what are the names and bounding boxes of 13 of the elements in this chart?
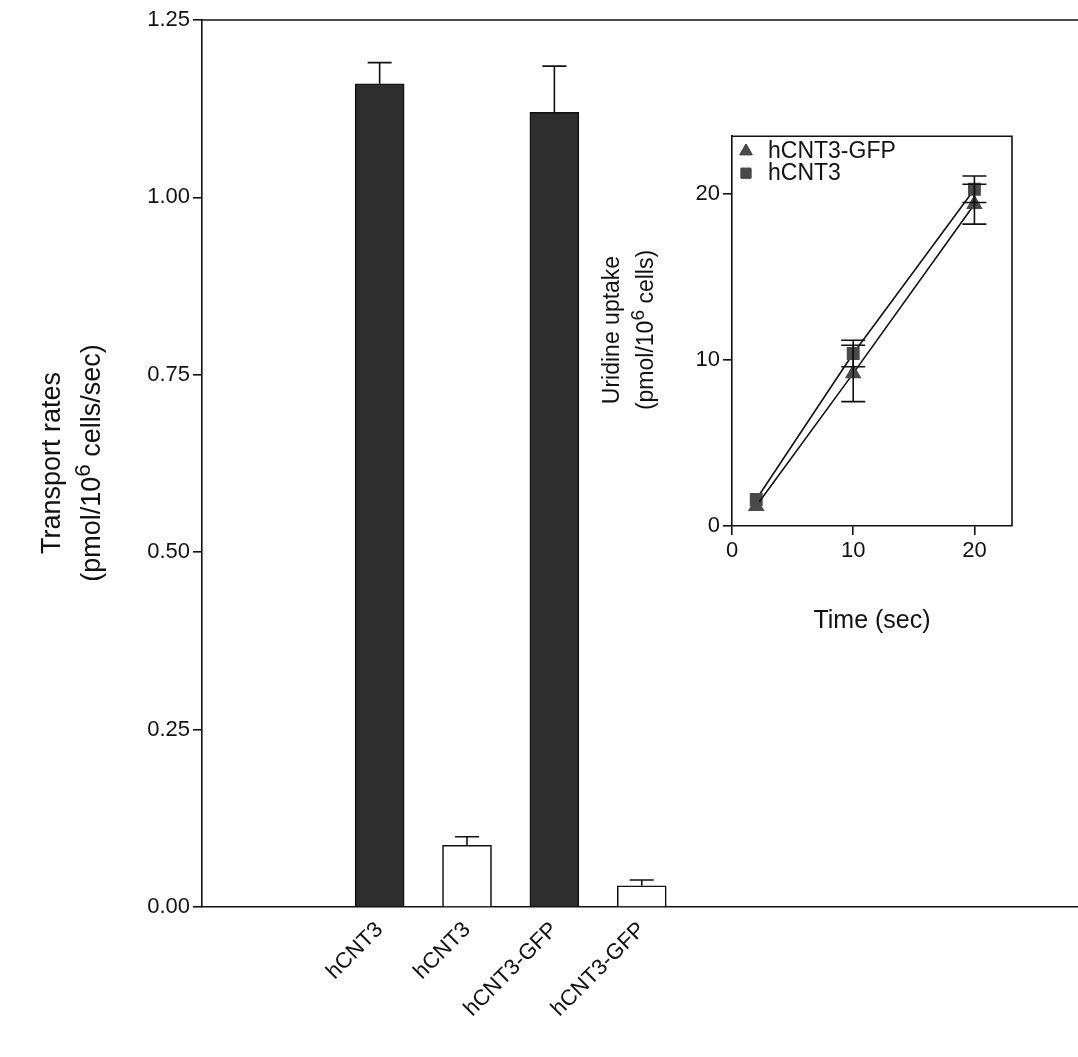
x-tick-label: 10 (840, 537, 866, 563)
y-tick-label: 20 (695, 180, 720, 206)
y-tick-label: 0.00 (147, 893, 190, 919)
y-tick-label: 1.00 (147, 183, 190, 209)
x-tick-label: 0 (725, 537, 739, 563)
y-tick-label: 0.75 (147, 360, 190, 386)
y-tick-label: 1.25 (147, 6, 190, 32)
x-axis-title: Time (sec) (813, 604, 931, 633)
y-tick-label: 10 (695, 346, 720, 372)
x-tick-label: 20 (962, 537, 987, 563)
y-tick-label: 0.50 (147, 538, 190, 564)
y-tick-label: 0.25 (147, 715, 190, 741)
y-tick-label: 0 (707, 512, 720, 538)
